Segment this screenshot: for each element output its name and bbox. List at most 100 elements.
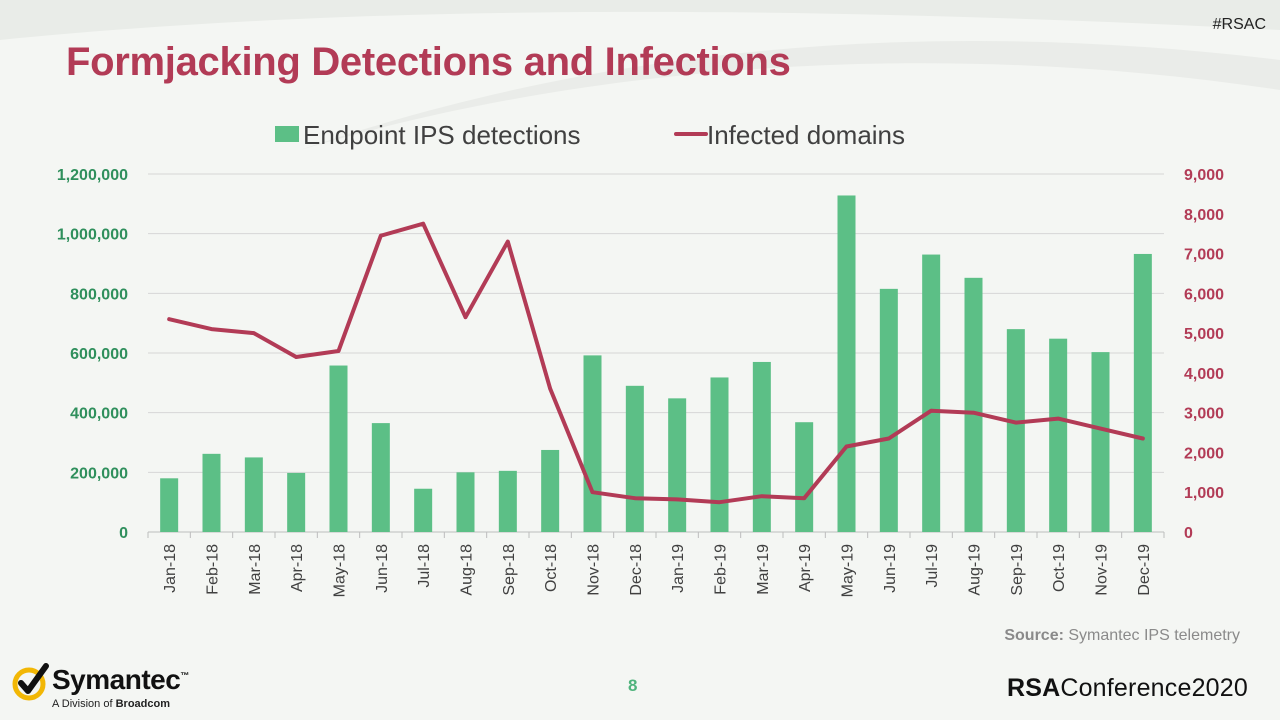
legend: Endpoint IPS detections Infected domains [275,120,905,150]
bar [329,365,348,532]
line-point [1056,416,1060,421]
bar [371,423,390,532]
infected-domains-line [167,221,1145,505]
bar [710,377,729,532]
line-point [675,497,679,502]
bar [414,488,433,532]
x-tick-label: Sep-19 [1009,544,1026,596]
bar [837,195,856,533]
line-point [1014,420,1018,425]
right-axis: 0 1,000 2,000 3,000 4,000 5,000 6,000 7,000 8,00… [1184,167,1224,542]
bar [1091,352,1110,532]
legend-label-line: Infected domains [707,120,905,150]
x-tick-label: Jun-18 [374,544,391,593]
line-point [887,436,891,441]
x-tick-label: Aug-19 [967,544,984,596]
x-tick-label: Oct-18 [543,544,560,592]
left-tick-label: 800,000 [70,286,128,303]
right-tick-label: 7,000 [1184,247,1224,264]
bar [922,254,941,533]
line-point [1141,436,1145,441]
x-tick-label: Nov-18 [586,544,603,596]
right-tick-label: 8,000 [1184,207,1224,224]
source-text: Symantec IPS telemetry [1068,627,1240,644]
right-tick-label: 9,000 [1184,167,1224,184]
line-point [421,221,425,226]
x-tick-label: Dec-18 [628,544,645,596]
x-tick-label: Dec-19 [1136,544,1153,596]
left-tick-label: 600,000 [70,346,128,363]
left-tick-label: 400,000 [70,406,128,423]
bar [1049,338,1068,532]
chart: Endpoint IPS detections Infected domains … [57,120,1224,597]
symantec-subtitle: A Division of Broadcom [52,698,170,710]
right-tick-label: 2,000 [1184,445,1224,462]
left-axis: 0 200,000 400,000 600,000 800,000 1,000,000 1,… [57,167,128,542]
x-tick-label: Nov-19 [1094,544,1111,596]
left-tick-label: 0 [119,525,128,542]
line-point [548,387,552,391]
page-title: Formjacking Detections and Infections [66,40,791,84]
background-swoosh [0,0,1280,150]
bar [456,472,475,532]
line-point [336,349,341,353]
right-tick-label: 5,000 [1184,326,1224,343]
x-tick-label: May-19 [840,544,857,597]
line-point [717,500,722,504]
x-tick-label: Feb-18 [205,544,222,595]
right-tick-label: 3,000 [1184,406,1224,423]
x-tick-label: Jul-19 [924,544,941,588]
bar [1133,253,1152,532]
bar [160,478,179,532]
left-tick-label: 200,000 [70,465,128,482]
line-series [167,221,1145,505]
x-axis: Jan-18 Feb-18 Mar-18 Apr-18 May-18 Jun-18 Jul-… [147,532,1165,597]
line-point [252,331,256,335]
bar [244,457,263,532]
subtitle-bold: Broadcom [115,698,170,710]
x-tick-label: Jul-18 [416,544,433,588]
bar [795,422,814,532]
line-point [760,494,764,499]
x-tick-label: Mar-18 [247,544,264,595]
line-point [379,233,383,238]
line-point [294,355,298,359]
left-tick-label: 1,200,000 [57,167,128,184]
line-point [929,408,933,413]
x-tick-label: Jan-18 [162,544,179,593]
line-point [590,490,595,495]
bar [498,470,517,532]
checkmark-logo-icon [12,663,49,701]
right-tick-label: 4,000 [1184,366,1224,383]
bar [541,449,560,532]
trademark: ™ [180,670,189,681]
line-point [167,317,171,321]
bar [879,288,898,532]
x-tick-label: May-18 [332,544,349,597]
bar [583,355,602,532]
page-number: 8 [628,676,638,695]
bar [668,398,687,532]
rsa-suffix: Conference2020 [1060,674,1248,702]
x-tick-label: Mar-19 [755,544,772,595]
bar-series [160,195,1152,533]
source-label: Source: [1004,627,1064,644]
hashtag: #RSAC [1212,16,1266,33]
left-tick-label: 1,000,000 [57,227,128,244]
line-point [1098,426,1103,431]
rsa-prefix: RSA [1006,674,1061,702]
line-point [802,496,806,500]
line-point [463,315,468,320]
bar [1006,329,1025,532]
bar [752,361,771,532]
legend-label-bar: Endpoint IPS detections [303,120,581,150]
legend-swatch-bar [275,126,299,142]
right-tick-label: 1,000 [1184,485,1224,502]
x-tick-label: Apr-19 [797,544,814,592]
source-note: Source: Symantec IPS telemetry [1004,627,1240,645]
x-tick-label: Aug-18 [459,544,476,596]
x-tick-label: Sep-18 [501,544,518,596]
bar [625,385,644,532]
rsa-conference-logo: RSAConference2020 [1007,674,1248,703]
subtitle-prefix: A Division of [52,698,116,710]
